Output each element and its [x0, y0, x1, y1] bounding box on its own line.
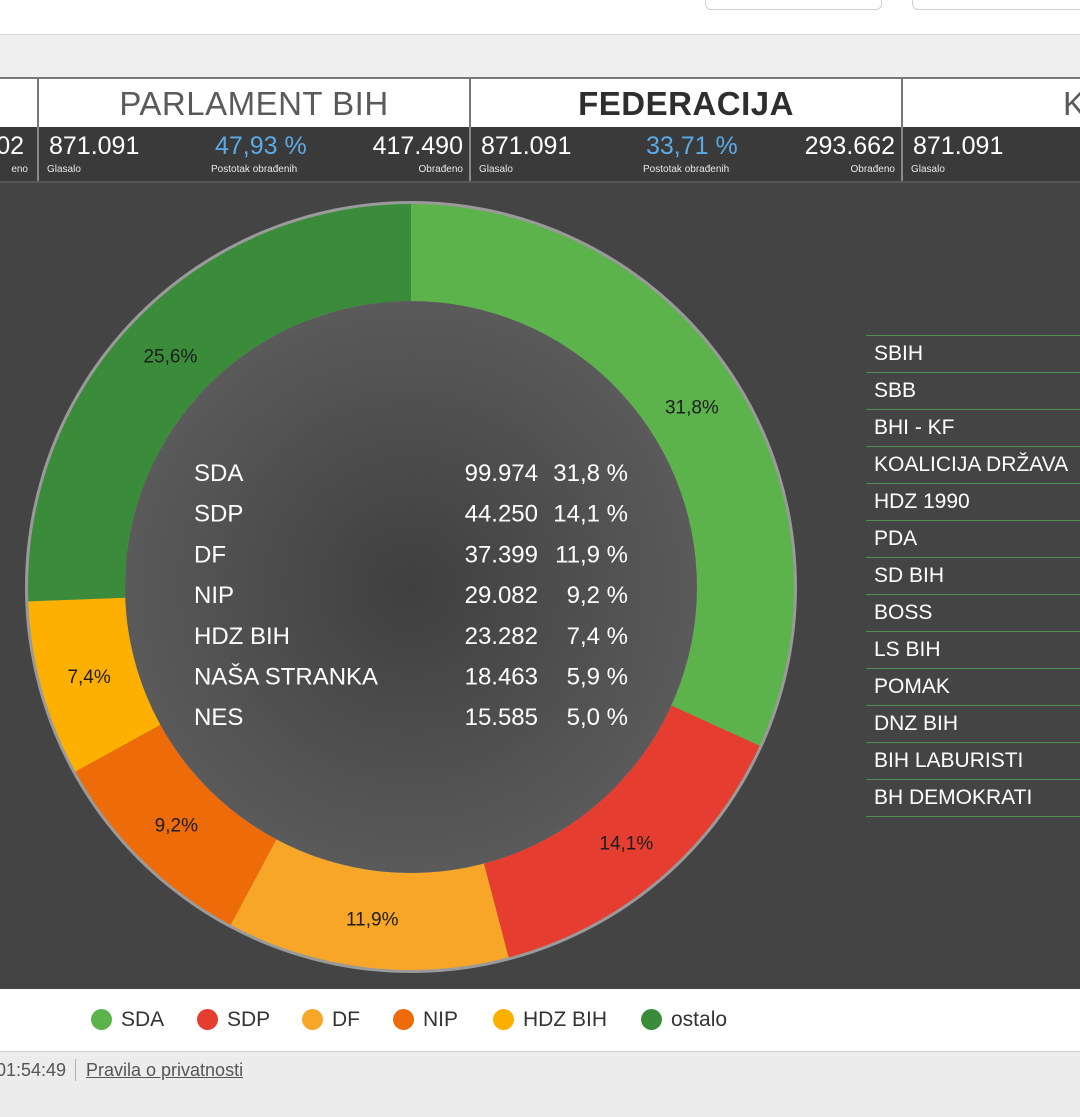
center-party-percent: 5,9 % — [567, 664, 628, 691]
obradjeno-value: 02 — [0, 132, 24, 160]
party-list-item[interactable]: PDA — [866, 520, 1080, 557]
chart-legend: SDA SDP DF NIP HDZ BIH ostalo — [0, 989, 1080, 1052]
footer-divider — [75, 1059, 76, 1081]
party-list-item[interactable]: SD BIH — [866, 557, 1080, 594]
slice-label-nip: 9,2% — [155, 816, 198, 837]
center-party-votes: 44.250 — [465, 501, 538, 528]
postotak-value: 47,93 % — [215, 132, 307, 160]
slice-label-sda: 31,8% — [665, 397, 719, 418]
legend-dot-icon — [197, 1009, 218, 1030]
legend-label: NIP — [423, 1008, 459, 1031]
legend-label: DF — [332, 1008, 360, 1031]
center-party-percent: 31,8 % — [553, 460, 628, 487]
chart-area: 31,8% 14,1% 11,9% 9,2% 7,4% 25,6% SDA 99.974 31… — [0, 183, 1080, 989]
center-party-votes: 37.399 — [465, 541, 538, 568]
top-bar — [0, 0, 1080, 35]
party-list-item[interactable]: KOALICIJA DRŽAVA — [866, 446, 1080, 483]
legend-dot-icon — [493, 1009, 514, 1030]
center-party-votes: 15.585 — [465, 704, 538, 731]
legend-dot-icon — [91, 1009, 112, 1030]
legend-label: SDP — [227, 1008, 271, 1031]
spacer-strip — [0, 35, 1080, 77]
party-list-item[interactable]: SBB — [866, 372, 1080, 409]
center-party-percent: 9,2 % — [567, 582, 628, 609]
legend-label: HDZ BIH — [523, 1008, 607, 1031]
slice-nip[interactable] — [75, 724, 277, 925]
donut-chart: 31,8% 14,1% 11,9% 9,2% 7,4% 25,6% SDA 99.974 31… — [25, 201, 797, 973]
glasalo-label: Glasalo — [911, 164, 945, 175]
slice-label-df: 11,9% — [346, 910, 399, 931]
glasalo-value: 871.091 — [49, 132, 140, 160]
legend-label: SDA — [121, 1008, 165, 1031]
glasalo-value: 871.091 — [913, 132, 1004, 160]
slice-df[interactable] — [230, 839, 509, 970]
obradjeno-value: 417.490 — [372, 132, 463, 160]
glasalo-label: Glasalo — [47, 164, 81, 175]
center-party-votes: 18.463 — [465, 664, 538, 691]
center-party-percent: 5,0 % — [567, 704, 628, 731]
center-party-name: NIP — [194, 582, 234, 609]
center-party-name: SDP — [194, 501, 243, 528]
party-list-item[interactable]: BH DEMOKRATI — [866, 779, 1080, 817]
update-time: 01:54:49 — [0, 1060, 67, 1080]
party-list-item[interactable]: LS BIH — [866, 631, 1080, 668]
center-party-name: HDZ BIH — [194, 623, 290, 650]
top-button-2[interactable] — [912, 0, 1080, 10]
postotak-value: 33,71 % — [646, 132, 738, 160]
obradjeno-label: Obrađeno — [850, 164, 895, 175]
region-tabs: PARLAMENT BIH FEDERACIJA K — [0, 77, 1080, 129]
legend-dot-icon — [302, 1009, 323, 1030]
tab-federacija[interactable]: FEDERACIJA — [469, 79, 901, 129]
party-list-item[interactable]: BIH LABURISTI — [866, 742, 1080, 779]
legend-dot-icon — [393, 1009, 414, 1030]
center-party-percent: 7,4 % — [567, 623, 628, 650]
tab-previous[interactable] — [0, 79, 38, 129]
party-list-item[interactable]: BHI - KF — [866, 409, 1080, 446]
party-list-item[interactable]: HDZ 1990 — [866, 483, 1080, 520]
party-list-item[interactable]: BOSS — [866, 594, 1080, 631]
slice-hdz-bih[interactable] — [28, 597, 161, 772]
slice-sda[interactable] — [411, 204, 794, 746]
tab-next-label: K — [1063, 85, 1080, 122]
center-party-name: DF — [194, 541, 226, 568]
center-party-percent: 14,1 % — [553, 501, 628, 528]
top-button-1[interactable] — [705, 0, 882, 10]
center-party-percent: 11,9 % — [555, 541, 628, 568]
slice-label-ostalo: 25,6% — [143, 346, 197, 367]
stats-group-previous: 02 eno — [0, 127, 36, 181]
party-list: SBIH SBB BHI - KF KOALICIJA DRŽAVA HDZ 1990 P… — [866, 335, 1080, 817]
stats-group-federacija: 871.091 Glasalo 33,71 % Postotak obrađen… — [469, 127, 901, 181]
stats-group-next: 871.091 Glasalo — [901, 127, 1080, 181]
obradjeno-label: Obrađeno — [418, 164, 463, 175]
slice-label-hdz-bih: 7,4% — [67, 667, 110, 688]
slice-label-sdp: 14,1% — [599, 833, 653, 854]
party-list-item[interactable]: DNZ BIH — [866, 705, 1080, 742]
center-party-name: NAŠA STRANKA — [194, 663, 378, 691]
glasalo-value: 871.091 — [481, 132, 572, 160]
stats-group-parlament: 871.091 Glasalo 47,93 % Postotak obrađen… — [37, 127, 469, 181]
party-list-item[interactable]: SBIH — [866, 335, 1080, 372]
slice-sdp[interactable] — [483, 705, 760, 958]
legend-dot-icon — [641, 1009, 662, 1030]
tab-parlament-bih[interactable]: PARLAMENT BIH — [37, 79, 469, 129]
center-party-votes: 23.282 — [465, 623, 538, 650]
stats-bar: 02 eno 871.091 Glasalo 47,93 % Postotak … — [0, 127, 1080, 183]
tab-next[interactable]: K — [901, 79, 1080, 129]
obradjeno-value: 293.662 — [804, 132, 895, 160]
footer: 01:54:49 Pravila o privatnosti — [0, 1052, 1080, 1117]
center-party-votes: 99.974 — [465, 460, 538, 487]
center-party-name: NES — [194, 704, 243, 731]
postotak-label: Postotak obrađenih — [211, 164, 298, 175]
slice-ostalo[interactable] — [27, 204, 411, 602]
donut-center — [125, 301, 697, 873]
obradjeno-label: eno — [11, 164, 28, 175]
legend-label: ostalo — [671, 1008, 728, 1031]
party-list-item[interactable]: POMAK — [866, 668, 1080, 705]
postotak-label: Postotak obrađenih — [643, 164, 730, 175]
privacy-link[interactable]: Pravila o privatnosti — [86, 1060, 244, 1080]
center-party-name: SDA — [194, 460, 243, 487]
glasalo-label: Glasalo — [479, 164, 513, 175]
center-party-votes: 29.082 — [465, 582, 538, 609]
